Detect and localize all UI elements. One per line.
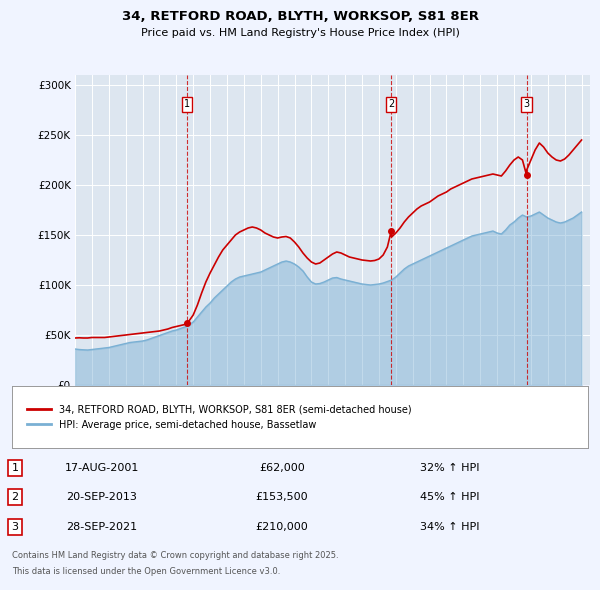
Text: This data is licensed under the Open Government Licence v3.0.: This data is licensed under the Open Gov… — [12, 567, 280, 576]
Legend: 34, RETFORD ROAD, BLYTH, WORKSOP, S81 8ER (semi-detached house), HPI: Average pr: 34, RETFORD ROAD, BLYTH, WORKSOP, S81 8E… — [23, 401, 415, 434]
Text: 20-SEP-2013: 20-SEP-2013 — [67, 492, 137, 502]
Text: 1: 1 — [184, 100, 190, 110]
Text: 3: 3 — [523, 100, 530, 110]
Text: 17-AUG-2001: 17-AUG-2001 — [65, 463, 139, 473]
Text: £62,000: £62,000 — [259, 463, 305, 473]
Text: 28-SEP-2021: 28-SEP-2021 — [67, 522, 137, 532]
Text: 3: 3 — [11, 522, 19, 532]
Text: 45% ↑ HPI: 45% ↑ HPI — [420, 492, 479, 502]
Text: £210,000: £210,000 — [256, 522, 308, 532]
Text: 2: 2 — [388, 100, 394, 110]
Text: 2: 2 — [11, 492, 19, 502]
Text: 34% ↑ HPI: 34% ↑ HPI — [420, 522, 479, 532]
Text: 1: 1 — [11, 463, 19, 473]
Text: 34, RETFORD ROAD, BLYTH, WORKSOP, S81 8ER: 34, RETFORD ROAD, BLYTH, WORKSOP, S81 8E… — [121, 10, 479, 23]
Text: Contains HM Land Registry data © Crown copyright and database right 2025.: Contains HM Land Registry data © Crown c… — [12, 551, 338, 560]
Text: £153,500: £153,500 — [256, 492, 308, 502]
Text: 32% ↑ HPI: 32% ↑ HPI — [420, 463, 479, 473]
Text: Price paid vs. HM Land Registry's House Price Index (HPI): Price paid vs. HM Land Registry's House … — [140, 28, 460, 38]
